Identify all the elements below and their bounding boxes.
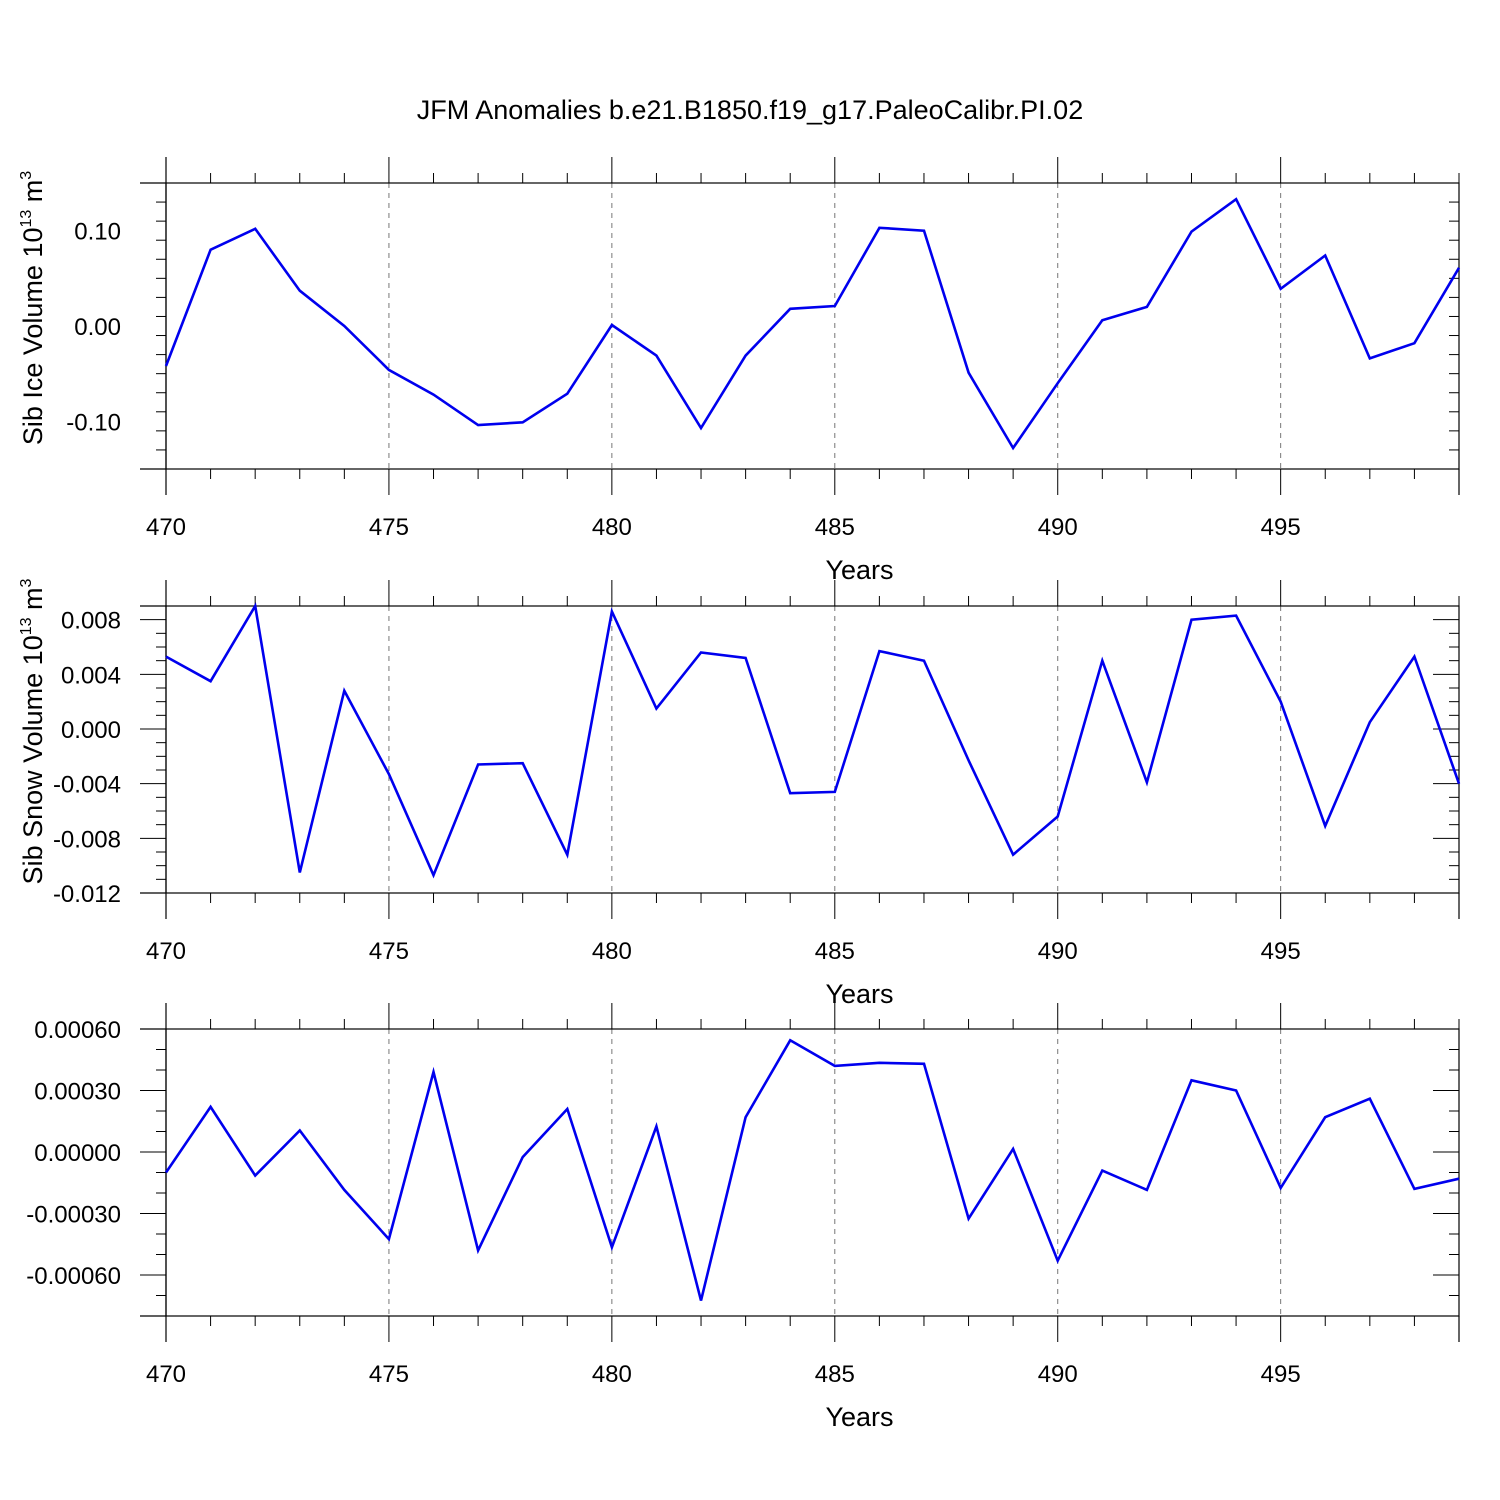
x-tick-label: 480 xyxy=(592,514,632,541)
x-tick-label: 485 xyxy=(815,514,855,541)
plot-frame xyxy=(165,1028,1460,1317)
y-tick-label: 0.00060 xyxy=(34,1017,121,1044)
plot-frame xyxy=(165,182,1460,470)
y-axis-label-text: Sib Ice Volume 10 xyxy=(18,228,48,446)
y-tick-label: -0.00060 xyxy=(26,1263,121,1290)
y-tick-label: -0.004 xyxy=(53,772,121,799)
x-tick-label: 475 xyxy=(369,514,409,541)
y-axis-label: Sib Snow Volume 1013 m3 xyxy=(18,578,48,884)
y-tick-label: 0.10 xyxy=(74,219,121,246)
y-axis-label: Sib Ice Volume 1013 m3 xyxy=(18,171,48,445)
x-tick-label: 485 xyxy=(815,1361,855,1388)
x-tick-label: 475 xyxy=(369,938,409,965)
x-tick-label: 490 xyxy=(1038,514,1078,541)
y-tick-label: 0.00030 xyxy=(34,1079,121,1106)
panel-2: 470 475 480 485 490 495 Years -0.012 -0.008 -0.00… xyxy=(18,578,1461,1009)
series-line xyxy=(164,1038,1460,1301)
y-axis-label-unit: m xyxy=(18,180,48,210)
series-line xyxy=(164,197,1461,451)
panel-1: 470 475 480 485 490 495 Years -0.10 0.00 0.10 Sib … xyxy=(18,157,1461,585)
y-tick-label: 0.004 xyxy=(61,662,121,689)
x-axis-label: Years xyxy=(825,979,893,1009)
x-tick-label: 475 xyxy=(369,1361,409,1388)
chart-title: JFM Anomalies b.e21.B1850.f19_g17.PaleoC… xyxy=(417,95,1083,125)
x-tick-label: 470 xyxy=(146,938,186,965)
x-tick-label: 485 xyxy=(815,938,855,965)
x-tick-label: 495 xyxy=(1261,1361,1301,1388)
y-axis-label-text: Sib Snow Volume 10 xyxy=(18,635,48,884)
series-line xyxy=(165,602,1461,879)
x-tick-label: 495 xyxy=(1261,514,1301,541)
x-tick-label: 480 xyxy=(592,938,632,965)
x-tick-label: 490 xyxy=(1038,938,1078,965)
y-tick-label: 0.008 xyxy=(61,608,121,635)
x-tick-label: 470 xyxy=(146,514,186,541)
x-tick-label: 490 xyxy=(1038,1361,1078,1388)
y-tick-label: -0.012 xyxy=(53,881,121,908)
y-axis-label-unit-exponent: 3 xyxy=(18,578,35,587)
plot-frame xyxy=(165,605,1460,894)
y-tick-label: 0.00 xyxy=(74,314,121,341)
y-axis-label-exponent: 13 xyxy=(18,617,35,635)
y-axis-label-unit: m xyxy=(18,587,48,617)
x-tick-label: 495 xyxy=(1261,938,1301,965)
x-axis-label: Years xyxy=(825,555,893,585)
y-tick-label: 0.00000 xyxy=(34,1140,121,1167)
y-tick-label: -0.10 xyxy=(66,409,121,436)
x-tick-label: 480 xyxy=(592,1361,632,1388)
y-axis-label-exponent: 13 xyxy=(18,210,35,228)
y-tick-label: -0.008 xyxy=(53,826,121,853)
x-axis-label: Years xyxy=(825,1402,893,1432)
y-axis-label-unit-exponent: 3 xyxy=(18,171,35,180)
x-tick-label: 470 xyxy=(146,1361,186,1388)
y-tick-label: -0.00030 xyxy=(26,1202,121,1229)
y-tick-label: 0.000 xyxy=(61,717,121,744)
panel-3: 470 475 480 485 490 495 Years -0.00060 -0.00030 0… xyxy=(26,1003,1460,1432)
